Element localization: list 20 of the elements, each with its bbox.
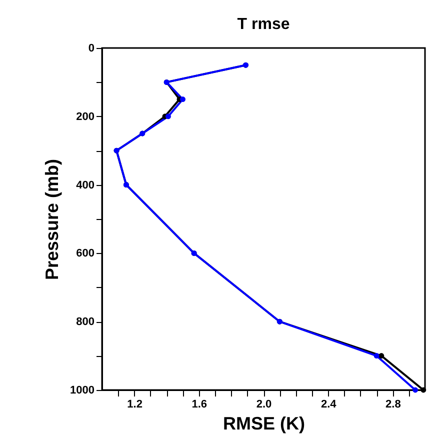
chart-title: T rmse <box>237 16 290 33</box>
point <box>378 353 384 359</box>
y-tick-label: 800 <box>76 316 94 328</box>
point <box>412 387 418 393</box>
y-tick-label: 0 <box>88 42 94 54</box>
x-axis-title: RMSE (K) <box>223 414 305 434</box>
y-tick-label: 400 <box>76 179 94 192</box>
point <box>180 96 186 102</box>
y-tick-label: 600 <box>76 248 94 260</box>
y-tick-label: 1000 <box>70 384 94 396</box>
point <box>165 114 171 120</box>
x-tick-label: 1.6 <box>192 398 208 410</box>
y-tick-label: 200 <box>76 110 94 123</box>
point <box>420 387 426 393</box>
x-tick-label: 2.8 <box>386 398 401 410</box>
x-tick-label: 2.4 <box>320 398 338 410</box>
point <box>374 353 380 359</box>
y-axis-title: Pressure (mb) <box>42 158 62 280</box>
x-tick-label: 1.2 <box>127 398 142 410</box>
x-tick-label: 2.0 <box>256 398 272 410</box>
